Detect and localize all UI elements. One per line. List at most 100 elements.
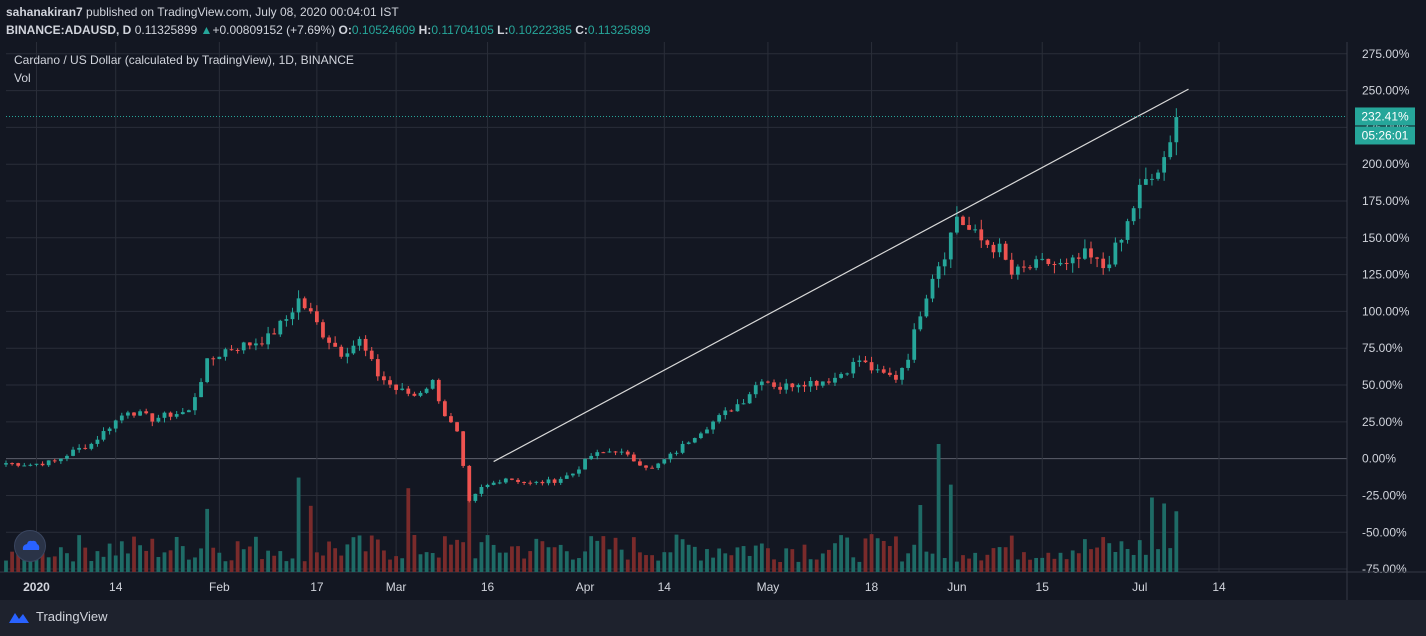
candle-body [290,312,295,320]
volume-bar [71,561,75,572]
candle-body [1064,262,1069,264]
candle-body [375,359,380,377]
candle-body [875,369,880,371]
price-chart[interactable]: 275.00%250.00%225.00%200.00%175.00%150.0… [0,0,1426,600]
volume-bar [656,560,661,572]
volume-bar [662,552,667,572]
volume-bar [833,543,837,572]
tradingview-brand[interactable]: TradingView [8,609,108,624]
tradingview-cloud-icon[interactable] [14,530,46,562]
x-tick-label: 14 [1212,580,1226,594]
candle-body [34,463,39,465]
candle-body [266,333,270,345]
volume-bar [1076,553,1081,572]
candle-body [638,461,642,466]
volume-bar [290,558,295,572]
volume-bar [467,500,472,572]
candle-body [552,479,557,483]
candle-body [1101,258,1106,269]
volume-bar [357,535,362,572]
footer-bar [0,600,1426,636]
volume-bar [839,535,843,572]
legend-volume-label: Vol [14,71,31,85]
candle-body [71,449,75,456]
candle-body [363,338,368,351]
plot-background [0,42,1426,600]
high-label: H: [418,23,432,37]
candle-body [613,451,618,453]
volume-bar [857,561,862,572]
y-tick-label: -50.00% [1362,525,1407,539]
volume-bar [1064,559,1069,572]
volume-bar [424,552,429,572]
candle-body [948,232,953,260]
candle-body [235,349,240,351]
candle-body [406,388,411,394]
volume-bar [820,553,825,572]
candle-body [961,216,965,226]
candle-body [40,463,45,466]
candle-body [22,465,27,467]
volume-bar [619,549,624,572]
candle-body [991,244,996,253]
volume-bar [930,553,935,572]
candle-body [1150,178,1154,180]
volume-bar [503,552,508,572]
volume-bar [1101,537,1106,572]
candle-body [1143,179,1148,185]
candle-body [766,381,770,383]
candle-body [1058,262,1063,265]
volume-bar [790,549,795,572]
volume-bar [107,543,112,572]
x-tick-label: 16 [481,580,495,594]
volume-bar [894,536,898,572]
candle-body [839,374,843,378]
candle-body [894,374,898,380]
volume-bar [961,555,965,572]
volume-bar [778,561,783,572]
volume-bar [540,541,545,572]
candle-body [802,385,807,387]
candle-body [1137,184,1142,209]
volume-bar [1070,550,1075,572]
candle-body [918,316,923,330]
candle-body [503,478,508,483]
trendline [493,88,1189,463]
candle-body [753,385,758,395]
close-label: C: [575,23,588,37]
volume-bar [741,546,746,572]
volume-bar [406,488,411,572]
candle-body [107,428,112,432]
candle-body [28,464,33,466]
volume-bar [302,561,307,572]
candle-body [162,412,167,418]
x-tick-label: 17 [310,580,324,594]
volume-bar [223,561,228,572]
author-name[interactable]: sahanakiran7 [6,5,83,19]
candle-body [449,416,453,423]
candle-body [418,392,423,396]
candle-body [1076,257,1081,259]
volume-bar [1143,554,1148,572]
volume-bar [1107,543,1112,572]
volume-bar [577,558,581,572]
candle-body [333,342,338,347]
volume-bar [235,541,240,572]
volume-bar [254,536,258,572]
candle-body [936,266,941,279]
volume-bar [351,537,356,572]
volume-bar [1137,540,1142,572]
volume-bar [52,556,57,572]
volume-bar [1040,557,1045,572]
x-tick-label: Jul [1132,580,1147,594]
candle-body [857,360,862,362]
symbol-label[interactable]: BINANCE:ADAUSD, D [6,23,132,37]
volume-bar [1162,503,1167,572]
candle-body [979,229,984,241]
volume-bar [918,505,923,572]
volume-bar [650,555,655,572]
candle-body [686,442,691,444]
volume-bar [997,547,1002,572]
volume-bar [979,560,984,572]
x-tick-label: Apr [576,580,595,594]
